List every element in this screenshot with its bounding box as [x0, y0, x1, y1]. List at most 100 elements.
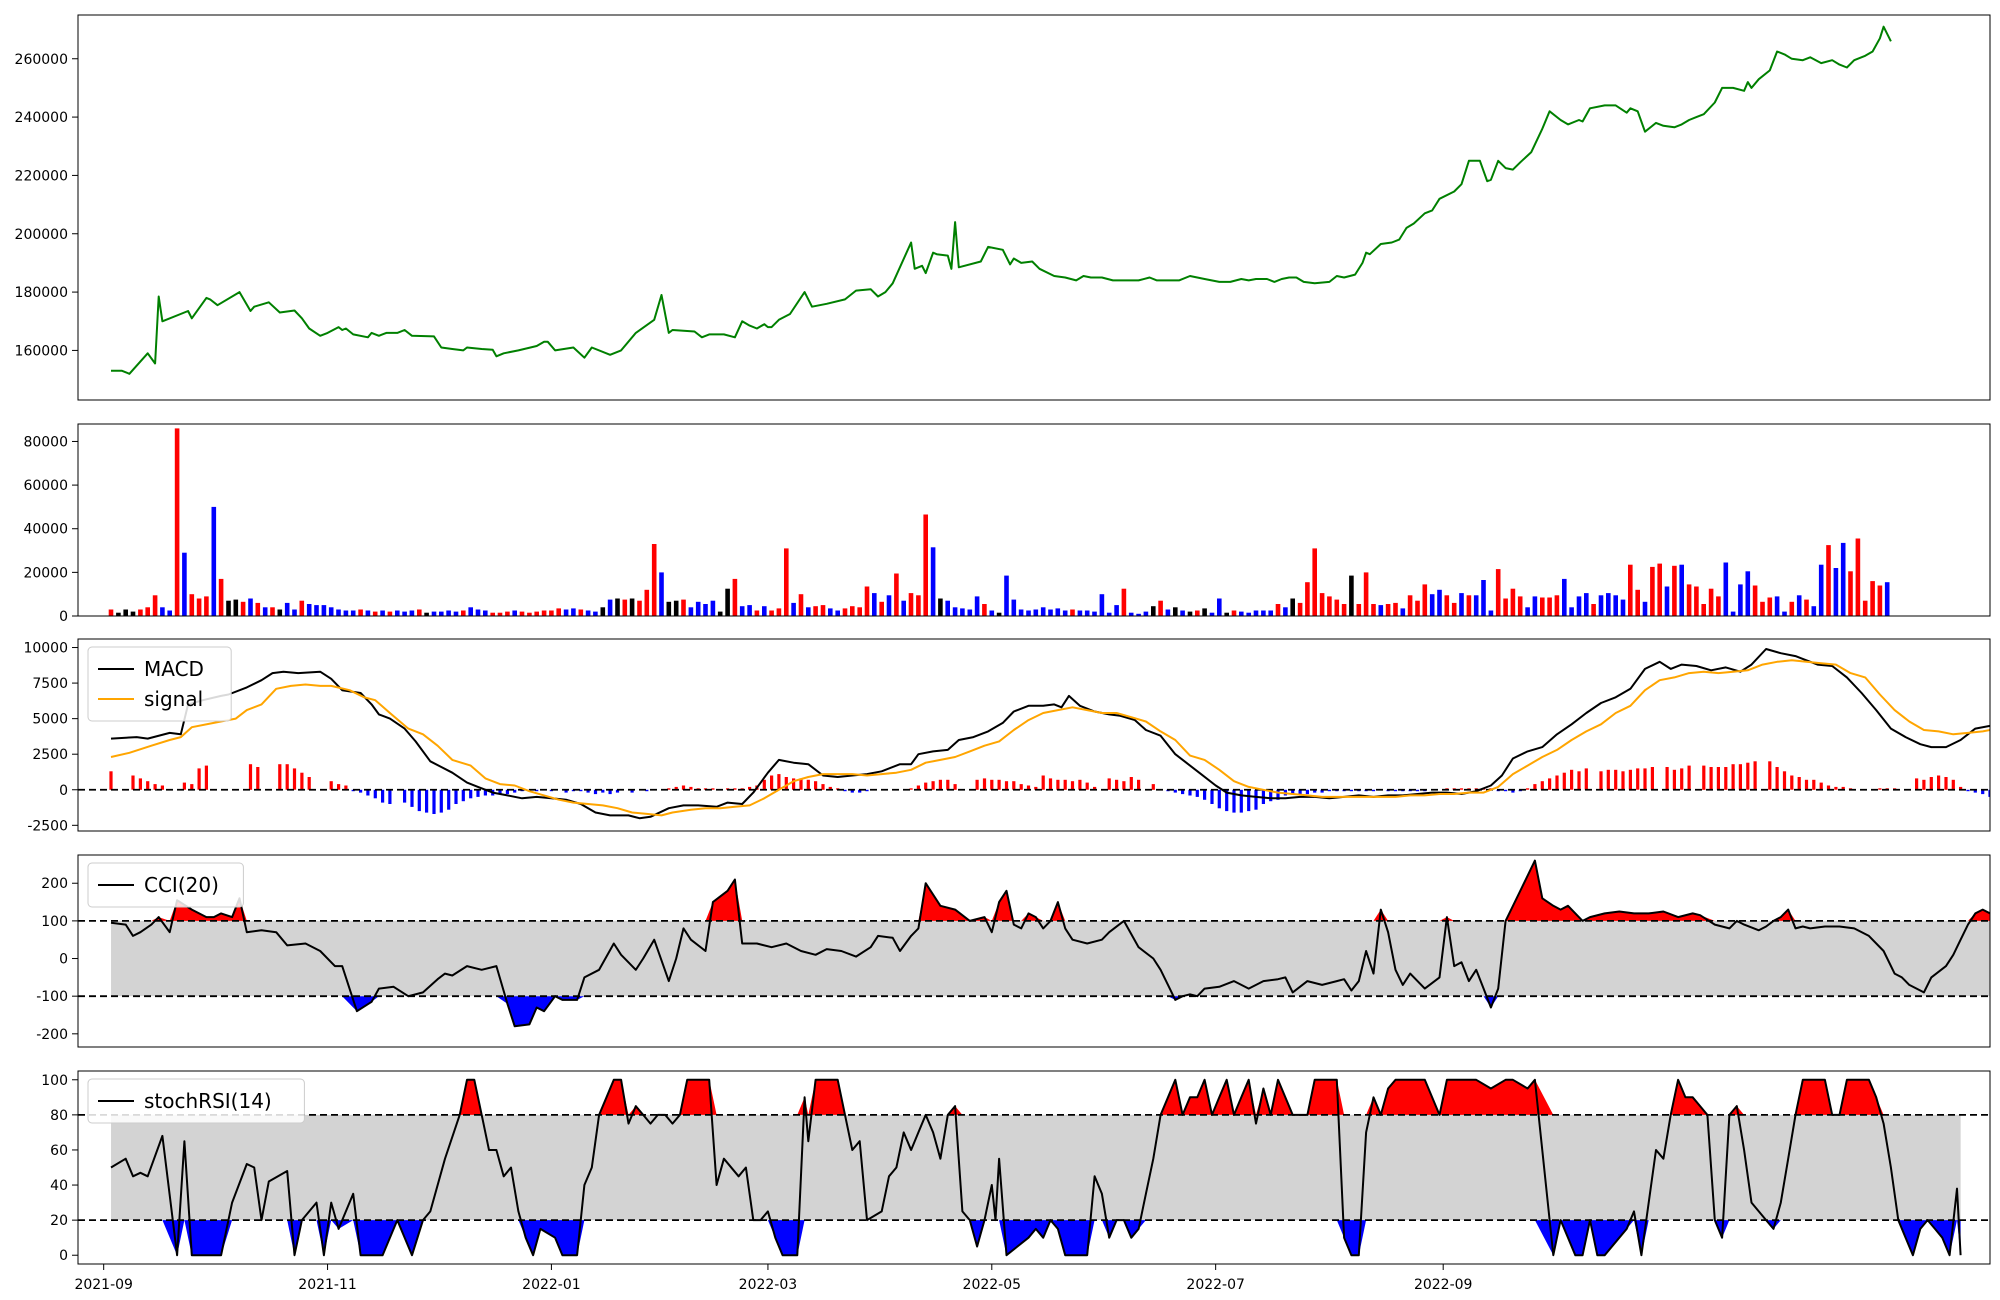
- volume-bar: [226, 600, 231, 616]
- macd-histogram-bar: [931, 781, 935, 790]
- macd-histogram-bar: [300, 772, 304, 790]
- volume-bar: [1246, 612, 1251, 616]
- volume-bar: [1429, 594, 1435, 616]
- volume-bar: [1437, 589, 1442, 616]
- volume-bar: [864, 586, 870, 616]
- macd-histogram-bar: [1922, 779, 1926, 790]
- price-ytick-label: 180000: [15, 285, 68, 301]
- macd-histogram-bar: [182, 782, 186, 790]
- macd-histogram-bar: [1753, 761, 1757, 790]
- macd-histogram-bar: [975, 779, 979, 790]
- cci-axes-frame: [77, 854, 1991, 1048]
- macd-histogram-bar: [1210, 789, 1214, 804]
- volume-bar: [1738, 584, 1743, 616]
- volume-bar: [952, 607, 958, 616]
- macd-histogram-bar: [1225, 789, 1229, 812]
- volume-bar: [1628, 564, 1633, 616]
- macd-histogram-bar: [1929, 777, 1933, 790]
- price-axes-frame: [77, 14, 1991, 401]
- volume-bar: [1569, 607, 1574, 616]
- volume-bar: [1202, 608, 1207, 616]
- macd-histogram-bar: [535, 789, 539, 792]
- macd-legend-label: signal: [144, 687, 203, 711]
- macd-histogram-bar: [1004, 781, 1009, 790]
- volume-bar: [916, 595, 921, 616]
- macd-histogram-bar: [1327, 789, 1331, 792]
- volume-bar: [798, 594, 804, 616]
- volume-bar: [402, 611, 407, 616]
- volume-bar: [1708, 588, 1714, 616]
- macd-histogram-bar: [1709, 767, 1713, 790]
- volume-bar: [270, 607, 275, 616]
- macd-histogram-bar: [645, 789, 649, 792]
- macd-histogram-bar: [1937, 775, 1941, 790]
- x-tick-label: 2022-07: [1186, 1277, 1245, 1293]
- volume-bar: [160, 607, 165, 616]
- macd-histogram-bar: [814, 781, 818, 790]
- volume-bar: [1327, 596, 1332, 616]
- volume-bar: [1305, 582, 1310, 616]
- x-tick-label: 2022-09: [1414, 1277, 1473, 1293]
- price-ytick-label: 240000: [15, 110, 68, 126]
- volume-bar: [182, 552, 187, 616]
- volume-bar: [739, 606, 745, 616]
- macd-histogram-bar: [1269, 789, 1273, 802]
- volume-bar: [784, 548, 789, 616]
- macd-histogram-bar: [1790, 775, 1794, 790]
- macd-histogram-bar: [1959, 786, 1963, 790]
- stochrsi-ytick-label: 100: [41, 1073, 68, 1089]
- volume-bar: [1576, 596, 1582, 616]
- volume-bar: [747, 605, 752, 616]
- volume-bar: [1290, 598, 1295, 616]
- volume-bar: [600, 607, 606, 616]
- macd-ytick-label: 5000: [32, 712, 68, 728]
- volume-bar: [1070, 609, 1075, 616]
- volume-bar: [776, 608, 782, 616]
- x-tick-label: 2021-11: [298, 1277, 357, 1293]
- macd-histogram-bar: [1349, 789, 1353, 792]
- macd-histogram-bar: [1526, 788, 1530, 790]
- macd-histogram-bar: [1504, 789, 1508, 792]
- macd-histogram-bar: [483, 789, 487, 796]
- macd-histogram-bar: [1768, 761, 1772, 790]
- volume-bar: [395, 610, 400, 616]
- volume-bar: [453, 611, 459, 616]
- macd-histogram-bar: [997, 779, 1001, 790]
- price-plot-area: [111, 25, 1892, 375]
- volume-bar: [512, 610, 517, 616]
- macd-histogram-bar: [1115, 779, 1119, 790]
- macd-histogram-bar: [1548, 778, 1552, 790]
- macd-histogram-bar: [953, 784, 957, 790]
- volume-bar: [791, 602, 796, 616]
- cci-ytick-label: 100: [41, 914, 68, 930]
- stochrsi-ytick-label: 40: [50, 1178, 68, 1194]
- macd-histogram-bar: [160, 785, 164, 790]
- volume-bar: [1239, 611, 1244, 616]
- volume-bar: [145, 607, 150, 616]
- macd-histogram-bar: [681, 785, 686, 790]
- macd-histogram-bar: [373, 789, 377, 799]
- volume-bar: [1143, 611, 1149, 616]
- macd-histogram-bar: [1393, 789, 1398, 792]
- volume-bar: [1503, 598, 1508, 616]
- volume-ytick-label: 0: [59, 609, 68, 625]
- macd-histogram-bar: [1151, 784, 1155, 790]
- stochrsi-ytick-label: 60: [50, 1143, 68, 1159]
- macd-histogram-bar: [1797, 777, 1801, 790]
- macd-histogram-bar: [1181, 789, 1185, 795]
- macd-histogram-bar: [454, 789, 458, 804]
- volume-bar: [1106, 612, 1112, 616]
- cci-ytick-label: 0: [59, 952, 68, 968]
- macd-histogram-bar: [630, 789, 634, 793]
- macd-histogram-bar: [1188, 789, 1192, 796]
- volume-bar: [1606, 593, 1611, 616]
- volume-bar: [446, 610, 451, 616]
- macd-histogram-bar: [1034, 786, 1038, 790]
- volume-bar: [1884, 582, 1890, 616]
- volume-bar: [1584, 593, 1589, 616]
- macd-histogram-bar: [1203, 789, 1207, 800]
- cci-legend-box: [87, 862, 244, 908]
- volume-bar: [695, 601, 701, 616]
- macd-ytick-label: 0: [59, 783, 68, 799]
- volume-bar: [299, 600, 305, 616]
